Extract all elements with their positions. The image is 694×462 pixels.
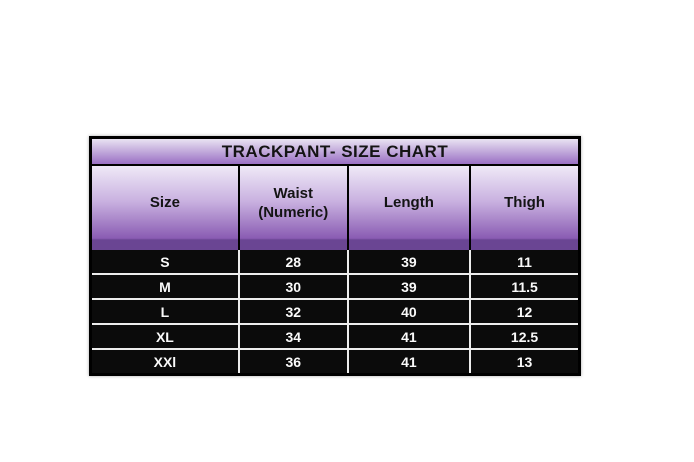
table-cell-length: 39 — [346, 250, 469, 273]
table-row: XXl 36 41 13 — [92, 348, 578, 373]
table-header: Size Waist (Numeric) Length Thigh — [92, 166, 578, 250]
chart-title: TRACKPANT- SIZE CHART — [92, 139, 578, 166]
header-thigh-label: Thigh — [504, 194, 545, 212]
table-cell-size: M — [159, 278, 171, 295]
header-size-label: Size — [149, 194, 180, 212]
table-cell-thigh: 12.5 — [469, 325, 578, 348]
table-row: L 32 40 12 — [92, 298, 578, 323]
table-cell-size: XXl — [153, 353, 177, 370]
header-waist-line1: Waist — [273, 184, 313, 202]
table-row: XL 34 41 12.5 — [92, 323, 578, 348]
table-cell-size: XL — [155, 328, 174, 345]
header-cell-length: Length — [346, 166, 469, 250]
header-length-label: Length — [383, 194, 434, 212]
header-waist-line2: (Numeric) — [258, 204, 329, 221]
table-cell-waist: 30 — [237, 275, 347, 298]
table-cell-thigh: 13 — [469, 350, 578, 373]
table-cell-length: 41 — [346, 325, 469, 348]
header-cell-thigh: Thigh — [469, 166, 578, 250]
table-row: S 28 39 11 — [92, 250, 578, 273]
table-cell-length: 39 — [346, 275, 469, 298]
table-cell-thigh: 11.5 — [469, 275, 578, 298]
table-body: S 28 39 11 M 30 39 11.5 L 32 40 12 XL 34… — [92, 250, 578, 373]
table-cell-waist: 32 — [237, 300, 347, 323]
header-cell-waist: Waist (Numeric) — [237, 166, 347, 250]
table-cell-size: L — [160, 303, 170, 320]
table-cell-waist: 36 — [237, 350, 347, 373]
table-cell-length: 41 — [346, 350, 469, 373]
table-row: M 30 39 11.5 — [92, 273, 578, 298]
table-cell-waist: 34 — [237, 325, 347, 348]
table-cell-waist: 28 — [237, 250, 347, 273]
table-cell-size: S — [160, 253, 170, 270]
size-chart-table: TRACKPANT- SIZE CHART Size Waist (Numeri… — [89, 136, 581, 376]
table-cell-thigh: 11 — [469, 250, 578, 273]
header-cell-size: Size — [92, 166, 238, 250]
table-cell-thigh: 12 — [469, 300, 578, 323]
table-cell-length: 40 — [346, 300, 469, 323]
